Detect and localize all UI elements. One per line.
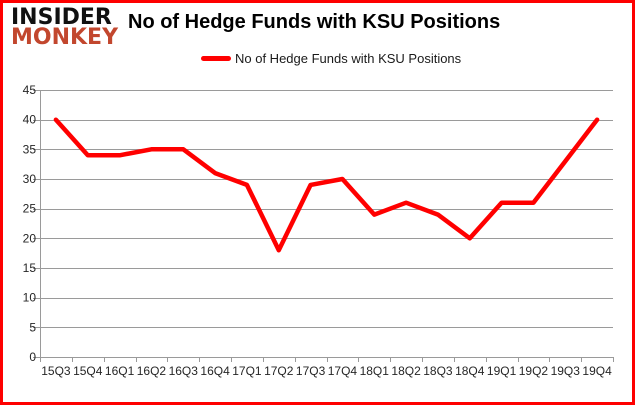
legend-line-swatch <box>201 56 231 61</box>
x-tick-label: 17Q1 <box>232 364 262 378</box>
y-tick-label: 45 <box>23 83 37 97</box>
x-tick-label: 19Q2 <box>519 364 549 378</box>
x-tick-label: 16Q1 <box>105 364 135 378</box>
y-tick-label: 40 <box>23 113 37 127</box>
y-tick-label: 10 <box>23 291 37 305</box>
x-tick-label: 19Q4 <box>582 364 612 378</box>
y-tick-label: 35 <box>23 142 37 156</box>
x-tick-label: 16Q3 <box>169 364 199 378</box>
x-tick-label: 16Q2 <box>137 364 167 378</box>
x-tick-label: 15Q4 <box>73 364 103 378</box>
y-tick-label: 20 <box>23 231 37 245</box>
y-tick-label: 5 <box>29 320 36 334</box>
x-tick-label: 17Q4 <box>328 364 358 378</box>
x-tick-label: 19Q3 <box>551 364 581 378</box>
x-tick-label: 17Q2 <box>264 364 294 378</box>
logo-line2: MONKEY <box>11 25 119 51</box>
chart-title: No of Hedge Funds with KSU Positions <box>128 11 501 33</box>
y-tick-label: 0 <box>29 350 36 364</box>
x-tick-label: 16Q4 <box>200 364 230 378</box>
x-tick-label: 17Q3 <box>296 364 326 378</box>
x-tick-label: 15Q3 <box>41 364 71 378</box>
logo-line1: INSIDER <box>11 5 112 30</box>
x-tick-label: 18Q1 <box>360 364 390 378</box>
x-tick-label: 18Q4 <box>455 364 485 378</box>
y-tick-label: 30 <box>23 172 37 186</box>
insider-monkey-logo: INSIDER MONKEY <box>11 5 119 51</box>
y-tick-label: 15 <box>23 261 37 275</box>
legend-label: No of Hedge Funds with KSU Positions <box>235 51 462 66</box>
x-tick-label: 18Q2 <box>391 364 421 378</box>
series-line <box>53 117 600 253</box>
x-tick-label: 19Q1 <box>487 364 517 378</box>
y-tick-label: 25 <box>23 202 37 216</box>
legend: No of Hedge Funds with KSU Positions <box>201 51 461 66</box>
x-tick-label: 18Q3 <box>423 364 453 378</box>
